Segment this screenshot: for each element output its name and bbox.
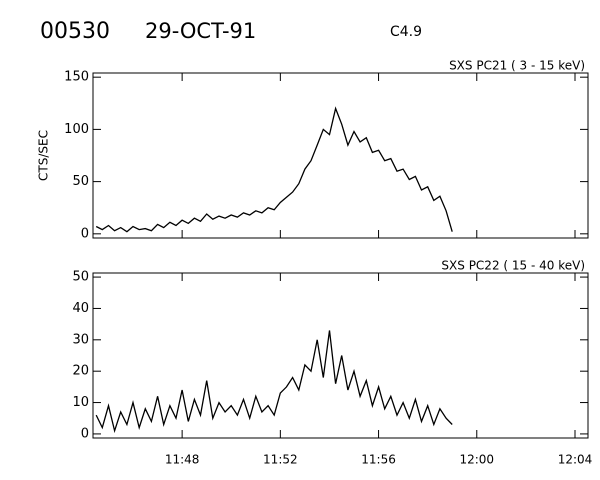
y-axis-label: CTS/SEC bbox=[37, 130, 51, 181]
x-tick-label: 11:52 bbox=[263, 453, 298, 467]
y-tick-label: 0 bbox=[81, 226, 89, 241]
plot-frame bbox=[92, 72, 589, 239]
date: 29-OCT-91 bbox=[145, 19, 256, 43]
y-tick-label: 30 bbox=[72, 332, 89, 347]
y-tick-label: 50 bbox=[72, 270, 89, 285]
panel-title: SXS PC22 ( 15 - 40 keV) bbox=[441, 259, 585, 273]
panel-title: SXS PC21 ( 3 - 15 keV) bbox=[449, 59, 585, 73]
y-tick-label: 50 bbox=[72, 174, 89, 189]
y-tick-label: 100 bbox=[64, 122, 89, 137]
x-tick-label: 12:04 bbox=[558, 453, 593, 467]
event-id: 00530 bbox=[40, 19, 110, 44]
flare-class: C4.9 bbox=[390, 24, 422, 40]
y-tick-label: 0 bbox=[81, 426, 89, 441]
y-tick-label: 10 bbox=[72, 395, 89, 410]
plot-frame bbox=[92, 272, 589, 439]
y-tick-label: 40 bbox=[72, 301, 89, 316]
x-tick-label: 12:00 bbox=[459, 453, 494, 467]
y-tick-label: 150 bbox=[64, 70, 89, 85]
y-tick-label: 20 bbox=[72, 364, 89, 379]
data-line bbox=[95, 106, 453, 233]
x-tick-label: 11:48 bbox=[165, 453, 200, 467]
data-line bbox=[95, 330, 453, 434]
x-tick-label: 11:56 bbox=[361, 453, 396, 467]
